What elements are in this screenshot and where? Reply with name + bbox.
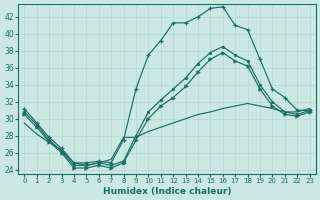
X-axis label: Humidex (Indice chaleur): Humidex (Indice chaleur): [103, 187, 231, 196]
